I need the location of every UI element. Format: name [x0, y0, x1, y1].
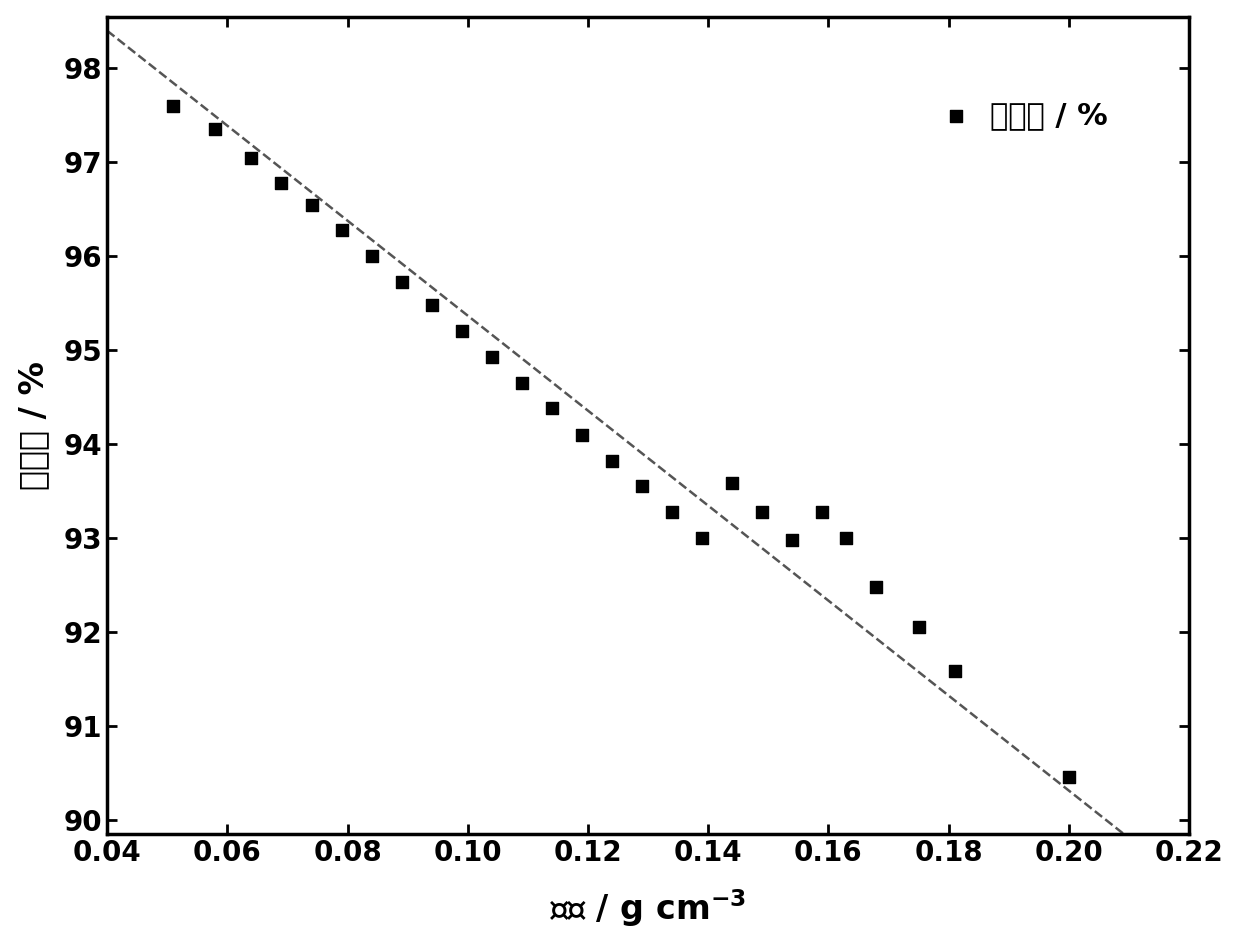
孔隙率 / %	[603, 453, 622, 468]
孔隙率 / %	[272, 175, 291, 190]
孔隙率 / %	[909, 620, 929, 635]
孔隙率 / %	[812, 504, 832, 519]
孔隙率 / %	[422, 297, 441, 312]
孔隙率 / %	[945, 664, 965, 679]
孔隙率 / %	[482, 349, 502, 364]
孔隙率 / %	[867, 579, 887, 594]
Y-axis label: 孔隙率 / %: 孔隙率 / %	[16, 360, 50, 490]
孔隙率 / %	[722, 476, 742, 491]
孔隙率 / %	[753, 504, 773, 519]
孔隙率 / %	[331, 222, 351, 237]
孔隙率 / %	[512, 376, 532, 391]
孔隙率 / %	[164, 98, 184, 114]
孔隙率 / %	[632, 479, 652, 494]
Legend: 孔隙率 / %: 孔隙率 / %	[925, 89, 1120, 143]
孔隙率 / %	[542, 401, 562, 416]
孔隙率 / %	[692, 531, 712, 546]
孔隙率 / %	[572, 427, 591, 442]
孔隙率 / %	[392, 274, 412, 289]
孔隙率 / %	[451, 324, 471, 339]
孔隙率 / %	[662, 504, 682, 519]
孔隙率 / %	[301, 197, 321, 212]
孔隙率 / %	[206, 122, 226, 137]
孔隙率 / %	[782, 533, 802, 548]
孔隙率 / %	[242, 150, 262, 166]
孔隙率 / %	[837, 531, 857, 546]
孔隙率 / %	[1059, 770, 1079, 785]
X-axis label: 密度 / g cm$^{-3}$: 密度 / g cm$^{-3}$	[551, 887, 746, 929]
孔隙率 / %	[362, 249, 382, 264]
